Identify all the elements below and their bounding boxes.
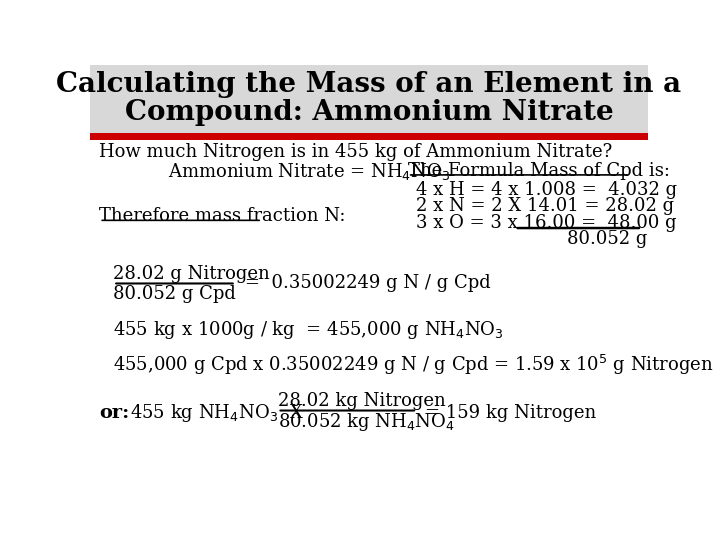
Text: = 159 kg Nitrogen: = 159 kg Nitrogen — [425, 404, 596, 422]
Text: Therefore mass fraction N:: Therefore mass fraction N: — [99, 207, 346, 225]
Text: Calculating the Mass of an Element in a: Calculating the Mass of an Element in a — [56, 71, 682, 98]
Text: The Formula Mass of Cpd is:: The Formula Mass of Cpd is: — [408, 162, 670, 180]
Text: 3 x O = 3 x 16.00 =  48.00 g: 3 x O = 3 x 16.00 = 48.00 g — [415, 214, 676, 232]
Text: How much Nitrogen is in 455 kg of Ammonium Nitrate?: How much Nitrogen is in 455 kg of Ammoni… — [99, 143, 613, 161]
Text: 455,000 g Cpd x 0.35002249 g N / g Cpd = 1.59 x 10$^5$ g Nitrogen: 455,000 g Cpd x 0.35002249 g N / g Cpd =… — [113, 353, 714, 377]
Text: 80.052 g: 80.052 g — [567, 230, 647, 248]
Text: Ammonium Nitrate = NH$_4$NO$_3$: Ammonium Nitrate = NH$_4$NO$_3$ — [168, 160, 449, 181]
Text: 28.02 kg Nitrogen: 28.02 kg Nitrogen — [277, 392, 445, 409]
Text: 80.052 g Cpd: 80.052 g Cpd — [113, 285, 236, 303]
Text: 4 x H = 4 x 1.008 =  4.032 g: 4 x H = 4 x 1.008 = 4.032 g — [415, 180, 677, 199]
FancyBboxPatch shape — [90, 132, 648, 140]
Text: 455 kg NH$_4$NO$_3$  X: 455 kg NH$_4$NO$_3$ X — [130, 402, 304, 424]
Text: or:: or: — [99, 404, 130, 422]
Text: Compound: Ammonium Nitrate: Compound: Ammonium Nitrate — [125, 99, 613, 126]
Text: =  0.35002249 g N / g Cpd: = 0.35002249 g N / g Cpd — [245, 274, 491, 293]
FancyBboxPatch shape — [90, 65, 648, 134]
Text: 455 kg x 1000g / kg  = 455,000 g NH$_4$NO$_3$: 455 kg x 1000g / kg = 455,000 g NH$_4$NO… — [113, 320, 504, 341]
Text: 80.052 kg NH$_4$NO$_4$: 80.052 kg NH$_4$NO$_4$ — [277, 411, 454, 433]
Text: 2 x N = 2 X 14.01 = 28.02 g: 2 x N = 2 X 14.01 = 28.02 g — [415, 198, 674, 215]
Text: 28.02 g Nitrogen: 28.02 g Nitrogen — [113, 265, 270, 284]
